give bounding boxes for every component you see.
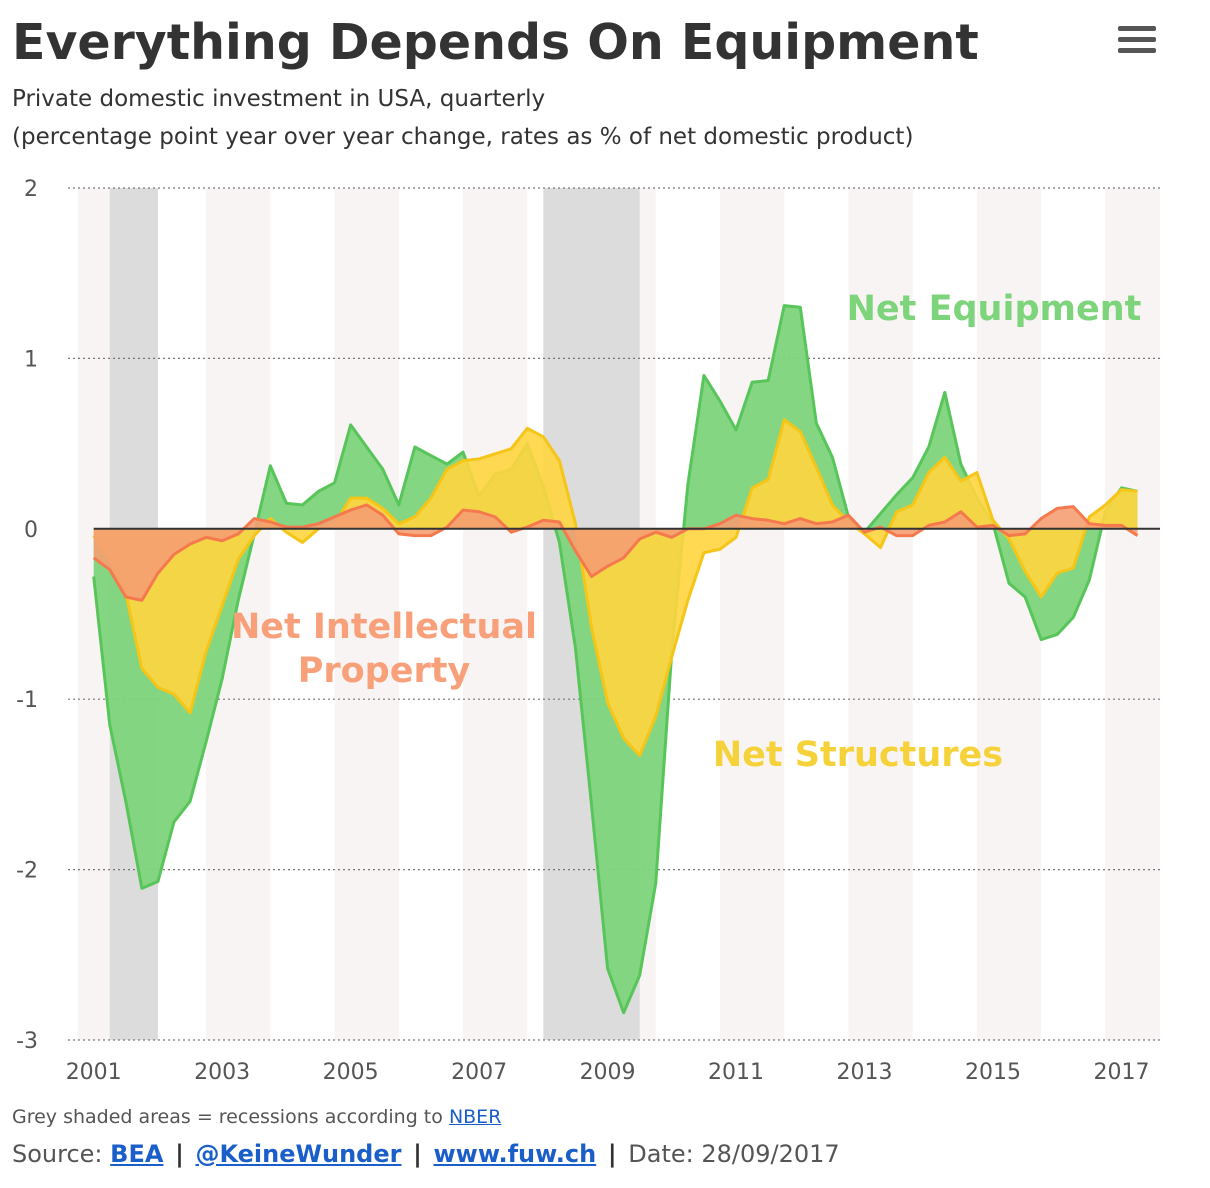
x-axis-labels: 2001 2003 2005 2007 2009 2011 2013 2015 2017: [66, 1060, 1150, 1085]
annotation-label: Property: [298, 651, 471, 691]
year-band: [848, 188, 913, 1040]
hamburger-menu-icon[interactable]: [1118, 26, 1156, 58]
website-link[interactable]: www.fuw.ch: [433, 1140, 597, 1168]
x-tick-label: 2009: [580, 1060, 636, 1085]
year-band: [1105, 188, 1160, 1040]
x-tick-label: 2015: [965, 1060, 1021, 1085]
separator: |: [413, 1140, 422, 1168]
publish-date: Date: 28/09/2017: [628, 1140, 840, 1168]
net-structures-area: [93, 419, 1138, 756]
net-intellectual-property-line: [92, 503, 1139, 602]
x-tick-label: 2005: [323, 1060, 379, 1085]
footnote-text: Grey shaded areas = recessions according…: [12, 1106, 443, 1128]
chart-subtitle-line-1: Private domestic investment in USA, quar…: [12, 86, 546, 112]
source-line: Source: BEA | @KeineWunder | www.fuw.ch …: [12, 1140, 840, 1168]
nber-link[interactable]: NBER: [448, 1106, 502, 1128]
x-tick-label: 2007: [451, 1060, 507, 1085]
annotation-label: Net Intellectual: [231, 607, 537, 647]
y-tick-label: 1: [24, 347, 38, 372]
y-axis-labels: 2 1 0 -1 -2 -3: [16, 177, 38, 1054]
y-tick-label: 0: [24, 518, 38, 543]
separator: |: [607, 1140, 617, 1168]
year-band: [719, 188, 785, 1040]
bea-link[interactable]: BEA: [110, 1140, 164, 1168]
net-equipment-line: [92, 304, 1138, 1015]
x-tick-label: 2003: [194, 1060, 250, 1085]
investment-chart: 210-1-2-3 2001 2003 2005 2007 2009 2011 2013 20…: [16, 177, 1160, 1085]
annotation-label: Net Equipment: [847, 289, 1142, 329]
recession-footnote: Grey shaded areas = recessions according…: [12, 1106, 501, 1128]
y-tick-label: -2: [16, 859, 38, 884]
x-tick-label: 2017: [1093, 1060, 1149, 1085]
series-areas: [92, 304, 1139, 1015]
y-tick-label: 2: [24, 177, 38, 202]
x-tick-label: 2013: [837, 1060, 893, 1085]
annotation-label: Net Structures: [713, 735, 1003, 775]
x-tick-label: 2011: [708, 1060, 764, 1085]
y-tick-label: -3: [16, 1029, 38, 1054]
y-tick-label: -1: [16, 688, 38, 713]
twitter-link[interactable]: @KeineWunder: [195, 1140, 402, 1168]
year-band: [463, 188, 528, 1040]
chart-subtitle-line-2: (percentage point year over year change,…: [12, 124, 914, 150]
net-intellectual-property-area: [93, 504, 1138, 601]
x-tick-label: 2001: [66, 1060, 122, 1085]
year-band: [334, 188, 399, 1040]
separator: |: [175, 1140, 184, 1168]
chart-title: Everything Depends On Equipment: [12, 14, 979, 71]
source-label: Source:: [12, 1140, 103, 1168]
